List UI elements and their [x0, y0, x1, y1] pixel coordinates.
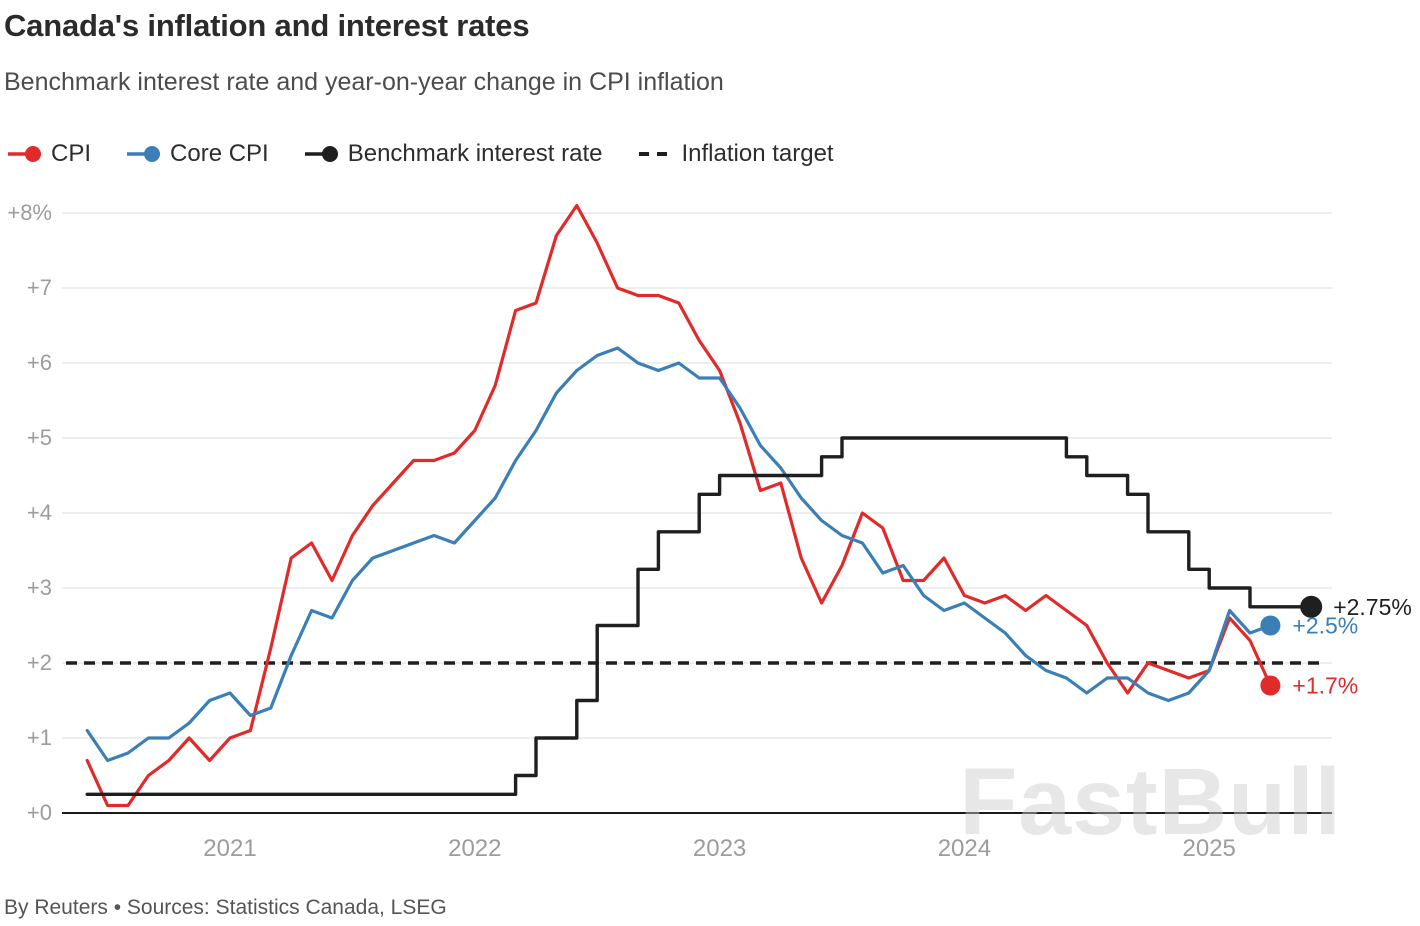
legend-label-core-cpi: Core CPI	[170, 140, 269, 167]
page-subtitle: Benchmark interest rate and year-on-year…	[4, 68, 724, 96]
legend-item-core-cpi: Core CPI	[125, 140, 269, 168]
legend-label-benchmark-rate: Benchmark interest rate	[347, 140, 603, 167]
x-axis-label: 2023	[693, 835, 746, 862]
y-axis-label: +4	[27, 500, 52, 525]
end-value-label-core-cpi: +2.5%	[1292, 613, 1358, 639]
y-axis-label: +8%	[7, 200, 52, 225]
series-line-benchmark-interest-rate	[85, 436, 1313, 796]
legend-item-benchmark-rate: Benchmark interest rate	[303, 140, 603, 168]
x-axis-label: 2025	[1183, 835, 1236, 862]
cpi-line-dot-marker-icon	[8, 146, 41, 162]
end-dot-core-cpi	[1260, 615, 1281, 636]
watermark: FastBull	[959, 749, 1342, 855]
legend-item-cpi: CPI	[6, 140, 91, 168]
core-cpi-line-dot-marker-icon	[127, 146, 161, 162]
y-axis-label: +0	[27, 800, 52, 825]
y-axis-label: +6	[27, 350, 52, 375]
inflation-target-dashed-marker-icon	[638, 152, 667, 156]
legend-label-inflation-target: Inflation target	[681, 140, 834, 167]
x-axis-label: 2024	[938, 835, 991, 862]
end-value-label-benchmark-interest-rate: +2.75%	[1333, 594, 1412, 620]
y-axis-label: +2	[27, 650, 52, 675]
legend-label-cpi: CPI	[51, 140, 92, 167]
benchmark-rate-line-dot-marker-icon	[304, 146, 338, 162]
end-value-label-cpi: +1.7%	[1292, 673, 1358, 699]
series-line-core-cpi	[85, 346, 1272, 763]
series-line-cpi	[85, 203, 1272, 808]
x-axis-label: 2022	[448, 835, 501, 862]
y-axis-label: +5	[27, 425, 52, 450]
y-axis-label: +1	[27, 725, 52, 750]
legend-item-inflation-target: Inflation target	[637, 140, 834, 168]
end-dot-benchmark-interest-rate	[1300, 595, 1323, 618]
y-axis-label: +3	[27, 575, 52, 600]
y-axis-label: +7	[27, 275, 52, 300]
chart-legend: CPI Core CPI Benchmark interest rate Inf…	[6, 140, 834, 168]
page-title: Canada's inflation and interest rates	[4, 8, 530, 43]
source-credit: By Reuters • Sources: Statistics Canada,…	[4, 896, 447, 919]
end-dot-cpi	[1260, 675, 1281, 696]
x-axis-label: 2021	[203, 835, 256, 862]
